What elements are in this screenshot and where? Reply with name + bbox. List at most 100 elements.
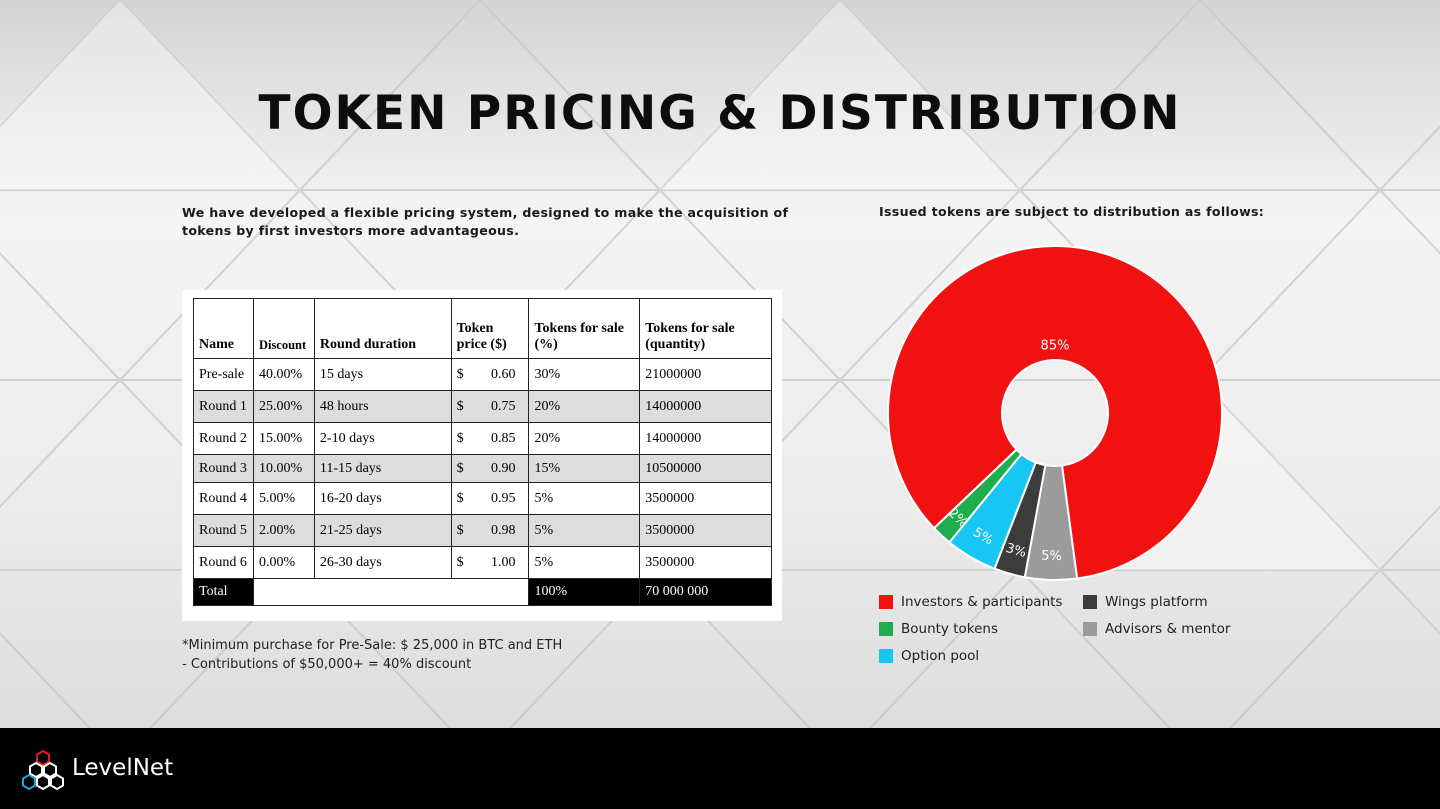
price-value: 1.00 xyxy=(490,554,516,570)
round-tokens-qty: 14000000 xyxy=(639,422,772,455)
distribution-intro-text: Issued tokens are subject to distributio… xyxy=(879,204,1265,219)
donut-slice-0 xyxy=(887,245,1223,580)
round-tokens-pct: 5% xyxy=(528,482,641,515)
round-name: Round 5 xyxy=(193,514,254,547)
round-tokens-pct: 20% xyxy=(528,422,641,455)
round-name: Pre-sale xyxy=(193,358,254,391)
note-minimum-purchase: *Minimum purchase for Pre-Sale: $ 25,000… xyxy=(182,638,563,653)
round-tokens-qty: 3500000 xyxy=(639,482,772,515)
legend-label: Option pool xyxy=(901,648,980,664)
table-header-row: Name Discount Round duration Token price… xyxy=(193,298,772,359)
price-value: 0.98 xyxy=(490,522,516,538)
legend-item-investors: Investors & participants xyxy=(879,594,1062,610)
pricing-intro-text: We have developed a flexible pricing sys… xyxy=(182,205,789,238)
donut-label-0: 85% xyxy=(1041,339,1070,354)
round-discount: 5.00% xyxy=(252,482,315,515)
donut-slice-4 xyxy=(1023,463,1079,581)
round-tokens-qty: 21000000 xyxy=(639,358,772,391)
pricing-table: Name Discount Round duration Token price… xyxy=(193,298,772,606)
price-value: 0.85 xyxy=(490,430,516,446)
currency-symbol: $ xyxy=(456,430,464,446)
price-value: 0.90 xyxy=(490,460,516,476)
purchase-notes: *Minimum purchase for Pre-Sale: $ 25,000… xyxy=(182,636,562,674)
header-tokens-pct: Tokens for sale (%) xyxy=(528,298,641,359)
legend-label: Investors & participants xyxy=(901,594,1063,610)
round-discount: 15.00% xyxy=(252,422,315,455)
round-token-price: $0.85 xyxy=(450,422,530,455)
header-round-duration: Round duration xyxy=(313,298,452,359)
legend-swatch xyxy=(879,622,893,636)
round-duration: 16-20 days xyxy=(313,482,452,515)
legend-swatch xyxy=(1083,622,1097,636)
round-discount: 25.00% xyxy=(252,390,315,423)
currency-symbol: $ xyxy=(456,490,464,506)
round-discount: 2.00% xyxy=(252,514,315,547)
table-row: Round 6 0.00% 26-30 days $1.00 5% 3500000 xyxy=(193,546,772,579)
table-row: Round 1 25.00% 48 hours $0.75 20% 14000000 xyxy=(193,390,772,423)
legend-label: Advisors & mentor xyxy=(1105,621,1231,637)
round-tokens-qty: 3500000 xyxy=(639,546,772,579)
footer-bar: LevelNet xyxy=(0,728,1440,809)
legend-item-advisors: Advisors & mentor xyxy=(1083,621,1230,637)
round-duration: 11-15 days xyxy=(313,454,452,483)
pricing-table-card: Name Discount Round duration Token price… xyxy=(182,290,782,621)
price-value: 0.60 xyxy=(490,366,516,382)
legend-item-wings: Wings platform xyxy=(1083,594,1208,610)
page-title: TOKEN PRICING & DISTRIBUTION xyxy=(258,86,1182,141)
table-row: Round 3 10.00% 11-15 days $0.90 15% 10500000 xyxy=(193,454,772,483)
price-value: 0.75 xyxy=(490,398,516,414)
header-tokens-qty: Tokens for sale (quantity) xyxy=(639,298,772,359)
table-row: Round 5 2.00% 21-25 days $0.98 5% 3500000 xyxy=(193,514,772,547)
legend-item-option-pool: Option pool xyxy=(879,648,979,664)
round-discount: 0.00% xyxy=(252,546,315,579)
currency-symbol: $ xyxy=(456,398,464,414)
total-blank xyxy=(252,578,530,606)
table-row: Round 4 5.00% 16-20 days $0.95 5% 3500000 xyxy=(193,482,772,515)
round-duration: 26-30 days xyxy=(313,546,452,579)
round-duration: 48 hours xyxy=(313,390,452,423)
price-value: 0.95 xyxy=(490,490,516,506)
round-tokens-pct: 15% xyxy=(528,454,641,483)
round-discount: 10.00% xyxy=(252,454,315,483)
note-contribution-discount: - Contributions of $50,000+ = 40% discou… xyxy=(182,657,472,672)
header-discount: Discount xyxy=(252,298,315,359)
donut-label-4: 5% xyxy=(1041,549,1062,564)
round-name: Round 4 xyxy=(193,482,254,515)
header-token-price: Token price ($) xyxy=(450,298,530,359)
legend-swatch xyxy=(1083,595,1097,609)
round-name: Round 3 xyxy=(193,454,254,483)
brand-name: LevelNet xyxy=(72,755,174,781)
round-tokens-pct: 5% xyxy=(528,546,641,579)
round-tokens-pct: 20% xyxy=(528,390,641,423)
round-duration: 2-10 days xyxy=(313,422,452,455)
total-qty: 70 000 000 xyxy=(639,578,772,606)
round-tokens-qty: 10500000 xyxy=(639,454,772,483)
round-duration: 21-25 days xyxy=(313,514,452,547)
distribution-donut-chart: 85%2%5%3% 5% xyxy=(887,245,1223,581)
round-name: Round 1 xyxy=(193,390,254,423)
round-token-price: $0.98 xyxy=(450,514,530,547)
hexagon-cluster-icon xyxy=(22,749,64,790)
table-row: Round 2 15.00% 2-10 days $0.85 20% 14000000 xyxy=(193,422,772,455)
legend-item-bounty: Bounty tokens xyxy=(879,621,998,637)
legend-label: Wings platform xyxy=(1105,594,1208,610)
round-token-price: $1.00 xyxy=(450,546,530,579)
currency-symbol: $ xyxy=(456,460,464,476)
currency-symbol: $ xyxy=(456,554,464,570)
legend-swatch xyxy=(879,595,893,609)
round-token-price: $0.75 xyxy=(450,390,530,423)
table-total-row: Total 100% 70 000 000 xyxy=(193,578,772,606)
round-token-price: $0.95 xyxy=(450,482,530,515)
round-discount: 40.00% xyxy=(252,358,315,391)
round-tokens-pct: 30% xyxy=(528,358,641,391)
currency-symbol: $ xyxy=(456,366,464,382)
table-row: Pre-sale 40.00% 15 days $0.60 30% 21000000 xyxy=(193,358,772,391)
round-duration: 15 days xyxy=(313,358,452,391)
currency-symbol: $ xyxy=(456,522,464,538)
legend-label: Bounty tokens xyxy=(901,621,998,637)
legend-swatch xyxy=(879,649,893,663)
round-token-price: $0.90 xyxy=(450,454,530,483)
total-label: Total xyxy=(193,578,254,606)
round-tokens-qty: 14000000 xyxy=(639,390,772,423)
round-token-price: $0.60 xyxy=(450,358,530,391)
